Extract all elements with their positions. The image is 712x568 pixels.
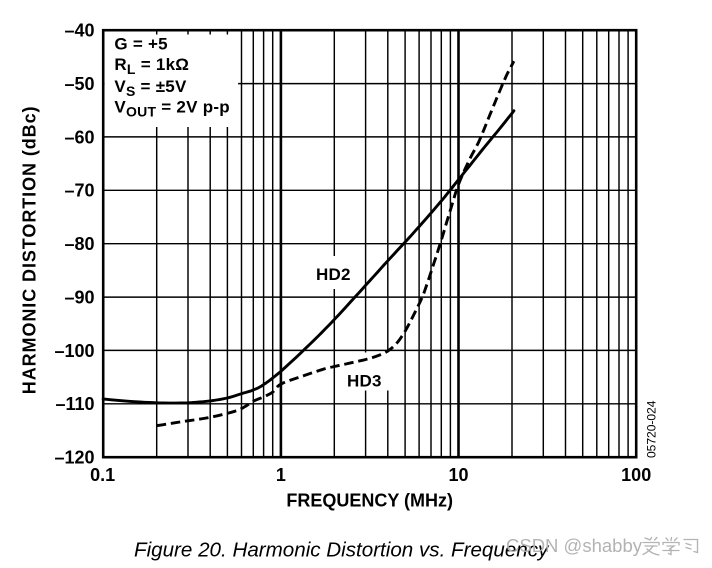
- svg-text:HD2: HD2: [316, 265, 351, 284]
- svg-text:–100: –100: [54, 341, 94, 361]
- svg-text:FREQUENCY (MHz): FREQUENCY (MHz): [286, 490, 453, 510]
- svg-text:–50: –50: [64, 74, 94, 94]
- svg-text:VOUT = 2V p-p: VOUT = 2V p-p: [114, 98, 229, 120]
- svg-text:–90: –90: [64, 288, 94, 308]
- svg-text:–60: –60: [64, 127, 94, 147]
- svg-text:05720-024: 05720-024: [645, 400, 659, 458]
- svg-text:RL = 1kΩ: RL = 1kΩ: [114, 55, 189, 77]
- svg-text:HARMONIC DISTORTION (dBc): HARMONIC DISTORTION (dBc): [20, 106, 40, 395]
- svg-text:–80: –80: [64, 234, 94, 254]
- svg-text:0.1: 0.1: [90, 465, 115, 485]
- svg-text:VS = ±5V: VS = ±5V: [114, 77, 187, 99]
- svg-text:CSDN @shabby: CSDN @shabby: [506, 535, 643, 556]
- svg-text:1: 1: [276, 465, 286, 485]
- svg-text:–110: –110: [55, 394, 94, 414]
- svg-text:Figure 20. Harmonic Distortion: Figure 20. Harmonic Distortion vs. Frequ…: [134, 539, 550, 562]
- svg-text:–70: –70: [64, 181, 94, 201]
- svg-text:–120: –120: [54, 448, 94, 468]
- svg-text:–40: –40: [64, 21, 94, 41]
- svg-text:HD3: HD3: [347, 372, 382, 391]
- svg-text:10: 10: [448, 465, 468, 485]
- svg-text:100: 100: [621, 465, 651, 485]
- svg-text:G = +5: G = +5: [114, 35, 167, 54]
